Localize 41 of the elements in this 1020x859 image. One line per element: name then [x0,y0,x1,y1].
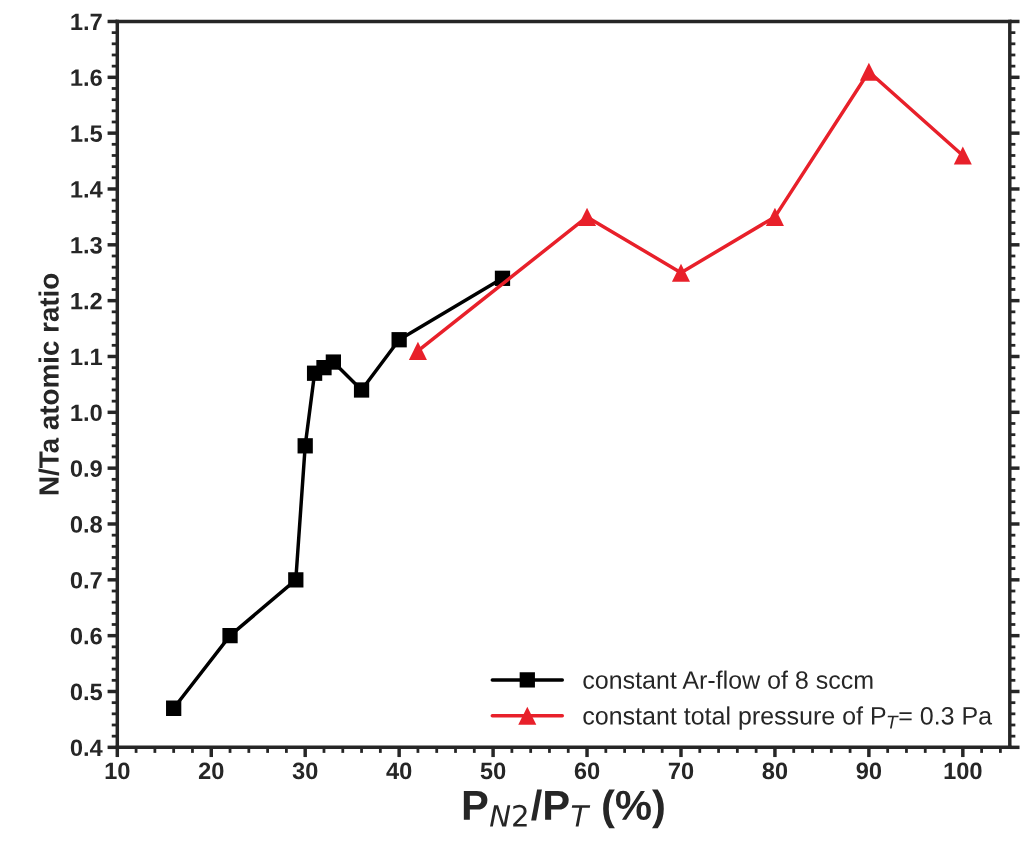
y-tick-label: 1.1 [71,348,103,366]
point [578,207,597,226]
y-tick-label: 1.3 [71,236,102,254]
y-axis-title: N/Ta atomic ratio [38,273,60,495]
y-tick-label: 0.5 [70,683,103,701]
y-tick-label: 1.4 [71,181,103,198]
y-tick-label: 1.5 [71,125,103,142]
point [408,341,427,360]
y-tick-label: 1.7 [71,13,102,31]
x-axis-title: P$_{N2}$/P$_{T}$ (%) [463,789,664,829]
point [222,628,238,644]
point [953,146,972,165]
x-tick-label: 10 [105,762,130,780]
x-tick-label: 30 [292,762,318,780]
x-tick-label: 80 [762,762,788,780]
x-tick-label: 40 [386,762,412,780]
point [671,263,691,282]
point [859,62,878,81]
x-tick-label: 90 [856,762,882,780]
x-tick-label: 100 [944,762,982,780]
y-tick-label: 0.6 [70,627,102,645]
point [288,572,304,588]
y-tick-label: 0.7 [70,571,102,589]
point [353,382,370,398]
point [325,354,342,370]
x-tick-label: 70 [668,762,694,780]
legend-label: constant total pressure of P$_{T}$= 0.3 Pa [583,706,993,730]
y-tick-label: 1.0 [71,404,102,422]
y-tick-label: 0.9 [70,460,102,477]
y-tick-label: 1.6 [71,69,102,87]
x-tick-label: 50 [480,762,506,780]
point [765,207,784,226]
x-tick-label: 60 [574,762,600,780]
y-tick-label: 0.4 [70,739,103,757]
y-tick-label: 1.2 [71,292,102,310]
point [391,332,407,348]
legend-label: constant Ar-flow of 8 sccm [583,670,873,689]
y-tick-label: 0.8 [70,516,102,533]
x-tick-label: 20 [198,762,224,780]
point [297,438,313,454]
point [166,700,182,716]
